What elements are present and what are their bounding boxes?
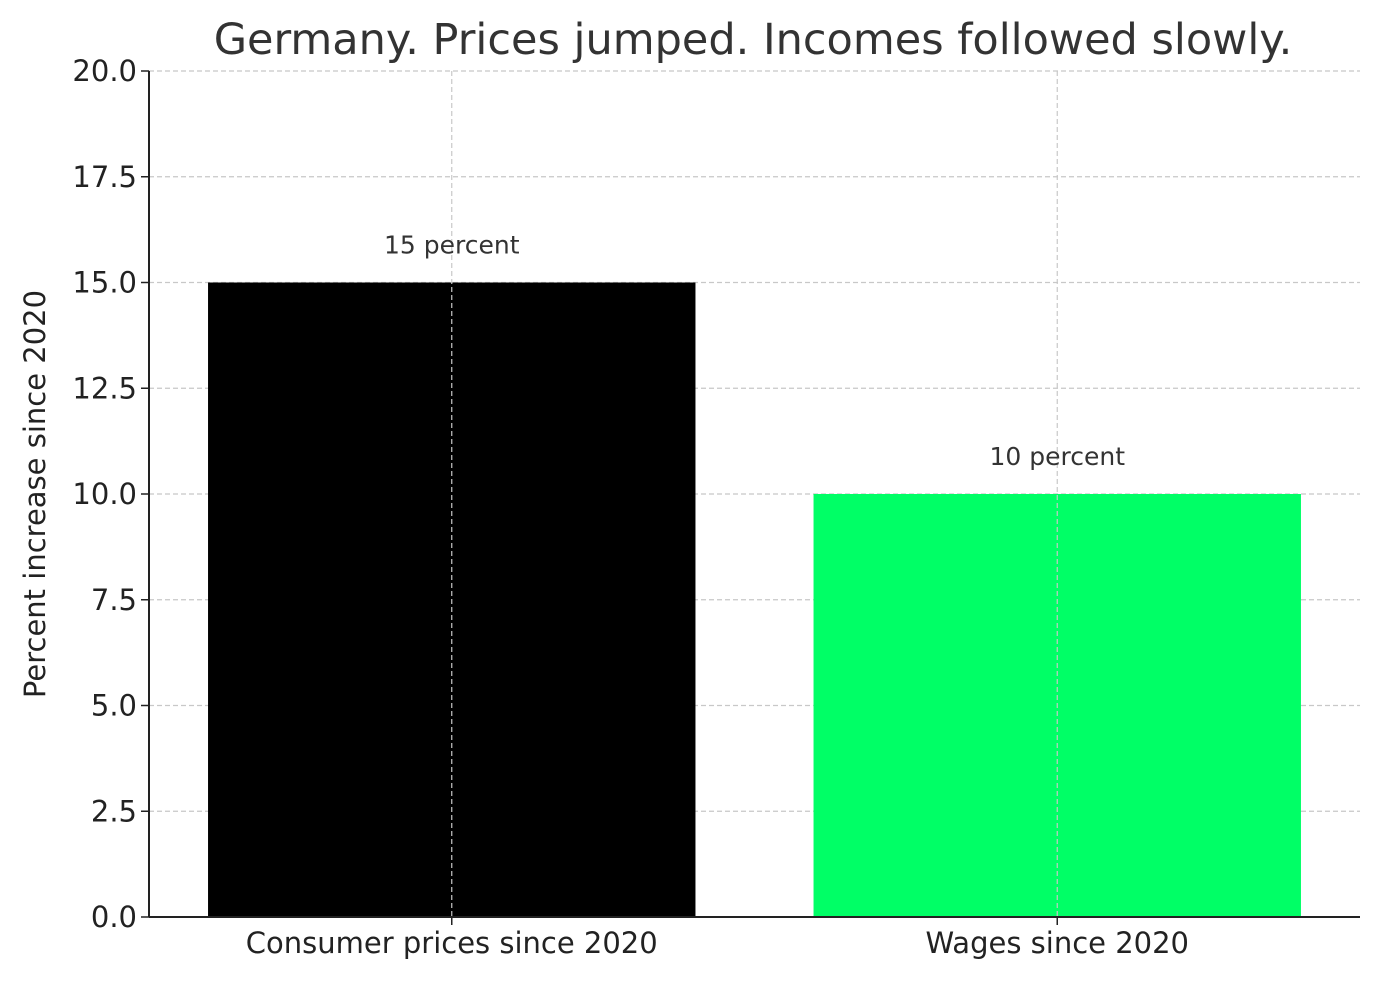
chart-title: Germany. Prices jumped. Incomes followed… <box>214 15 1293 65</box>
x-tick-label: Consumer prices since 2020 <box>246 926 658 960</box>
bar-layer <box>208 282 1301 917</box>
y-tick-label: 10.0 <box>72 477 137 511</box>
y-tick-label: 5.0 <box>91 689 137 723</box>
y-tick-label: 0.0 <box>91 900 137 934</box>
y-tick-label: 17.5 <box>72 160 137 194</box>
x-grid-layer <box>451 71 1058 917</box>
bar-value-label: 10 percent <box>989 442 1125 471</box>
y-tick-label: 7.5 <box>91 583 137 617</box>
y-tick-label: 15.0 <box>72 266 137 300</box>
x-tick-label: Wages since 2020 <box>925 926 1189 960</box>
y-axis-label: Percent increase since 2020 <box>18 290 52 698</box>
y-tick-label: 12.5 <box>72 371 137 405</box>
bar-value-label: 15 percent <box>384 231 520 260</box>
label-layer: 0.0 2.5 5.0 7.5 10.0 12.5 15.0 17.5 20.0 Consumer… <box>72 54 1189 960</box>
axis-layer <box>141 70 1360 925</box>
y-tick-label: 2.5 <box>91 794 137 828</box>
y-tick-label: 20.0 <box>72 54 137 88</box>
